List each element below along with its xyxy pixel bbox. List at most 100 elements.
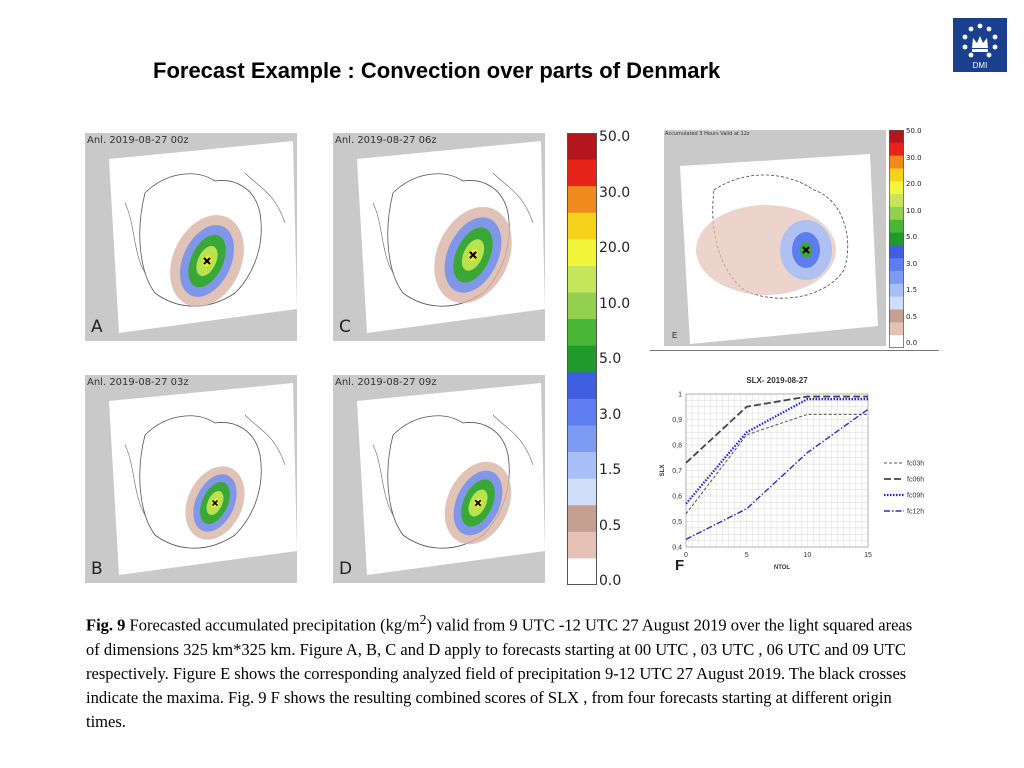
legend-label: fc09h (907, 493, 924, 500)
colorbar-swatch (889, 271, 904, 285)
colorbar-swatch (567, 372, 597, 400)
coastline (372, 444, 394, 516)
x-tick-label: 0 (684, 552, 688, 559)
colorbar-swatch (889, 322, 904, 336)
y-tick-label: 0,7 (672, 468, 682, 475)
crown-stars-icon: DMI (953, 18, 1007, 72)
colorbar-swatch (889, 309, 904, 323)
colorbar-swatch (567, 452, 597, 480)
map-panel-d: Anl. 2019-08-27 09z D (333, 375, 545, 583)
panel-e-title: Accumulated 3 Hours Valid at 12z (665, 131, 750, 137)
colorbar-swatch (889, 232, 904, 246)
colorbar-swatch (567, 292, 597, 320)
y-tick-label: 0,4 (672, 545, 682, 552)
y-axis-label: SLX (660, 465, 666, 477)
caption-text-1: Forecasted accumulated precipitation (kg… (125, 615, 420, 635)
coastline (139, 173, 262, 307)
legend-label: fc03h (907, 461, 924, 468)
colorbar-swatch (567, 478, 597, 506)
coastline (492, 172, 534, 224)
slx-chart-svg: SLX- 2019-08-270,40,50,60,70,80,910 5 10 15… (660, 376, 924, 571)
panel-e-colorbar: 50.0 30.0 20.0 10.0 5.0 3.0 1.5 0.5 0.0 (889, 127, 937, 349)
y-tick-label: 0,5 (672, 519, 682, 526)
colorbar-tick-label: 10.0 (599, 295, 631, 312)
colorbar-tick-label: 20.0 (906, 180, 922, 188)
colorbar-swatches (567, 133, 597, 586)
legend-label: fc12h (907, 509, 924, 516)
colorbar-tick-label: 0.5 (599, 517, 622, 534)
coastline (124, 444, 146, 516)
colorbar-swatch (889, 130, 904, 144)
maximum-cross-icon (474, 499, 482, 507)
colorbar-swatch (889, 168, 904, 182)
chart-title: SLX- 2019-08-27 (746, 376, 808, 385)
colorbar-tick-label: 0.0 (906, 339, 918, 347)
colorbar-swatch (567, 558, 597, 586)
colorbar-swatch (567, 133, 597, 161)
colorbar-swatch (889, 155, 904, 169)
y-tick-label: 0,8 (672, 443, 682, 450)
colorbar-swatch (889, 219, 904, 234)
y-tick-label: 0,9 (672, 417, 682, 424)
map-image (357, 383, 545, 575)
precip-blob (444, 461, 512, 545)
map-panel-a: Anl. 2019-08-27 00z A (85, 133, 297, 341)
series-line-fc12h (685, 408, 869, 540)
map-letter: D (339, 559, 353, 579)
colorbar-tick-label: 0.0 (599, 573, 622, 589)
colorbar-swatch (567, 425, 597, 453)
map-analysis-label: Anl. 2019-08-27 00z (87, 135, 189, 146)
colorbar-tick-label: 30.0 (906, 153, 922, 162)
colorbar-swatch (567, 212, 597, 240)
colorbar-tick-label: 50.0 (599, 129, 631, 145)
colorbar-swatches (889, 130, 904, 349)
colorbar-tick-label: 30.0 (599, 184, 631, 201)
x-tick-label: 5 (745, 552, 749, 559)
divider (650, 350, 939, 351)
colorbar-swatch (889, 296, 904, 311)
map-panel-e: Accumulated 3 Hours Valid at 12z E (664, 130, 886, 346)
series-line-fc03h (685, 413, 868, 515)
colorbar-swatch (889, 181, 904, 195)
colorbar-swatch (567, 398, 597, 426)
chart-letter: F (675, 557, 685, 574)
colorbar-tick-label: 3.0 (599, 406, 622, 423)
map-panel-c: Anl. 2019-08-27 06z C (333, 133, 545, 341)
maximum-cross-icon (469, 251, 477, 259)
coastline (124, 202, 146, 274)
map-letter: E (672, 331, 678, 340)
colorbar-tick-label: 50.0 (906, 127, 922, 135)
map-image (680, 154, 878, 344)
maximum-cross-icon (212, 500, 218, 506)
colorbar-tick-label: 1.5 (599, 462, 622, 478)
colorbar-swatch (567, 505, 597, 533)
map-image (109, 383, 297, 575)
series-line-fc09h (685, 398, 868, 505)
colorbar-tick-label: 20.0 (599, 240, 631, 256)
map-letter: C (339, 317, 351, 337)
colorbar-swatch (567, 265, 597, 294)
colorbar-swatch (889, 283, 904, 298)
colorbar-swatch (889, 206, 904, 221)
coastline (244, 414, 286, 466)
x-axis-label: NTOL (774, 565, 791, 571)
map-letter: B (91, 559, 103, 579)
coastline (372, 202, 394, 274)
colorbar-tick-label: 10.0 (906, 206, 922, 215)
figure-caption: Fig. 9 Forecasted accumulated precipitat… (86, 608, 926, 734)
colorbar-tick-label: 5.0 (599, 351, 622, 367)
map-analysis-label: Anl. 2019-08-27 06z (335, 135, 437, 146)
precip-blob (185, 466, 245, 540)
logo-text: DMI (973, 61, 988, 70)
y-tick-label: 1 (678, 392, 682, 399)
colorbar-tick-label: 0.5 (906, 312, 918, 321)
colorbar-swatch (567, 239, 597, 267)
colorbar-tick-label: 1.5 (906, 286, 918, 294)
caption-superscript: 2 (419, 612, 427, 627)
precip-blob (696, 205, 836, 295)
precip-blob (434, 206, 512, 304)
colorbar-swatch (889, 335, 904, 349)
colorbar-swatch (567, 319, 597, 347)
precipitation-colorbar: 50.0 30.0 20.0 10.0 5.0 3.0 1.5 0.5 0.0 (567, 129, 639, 589)
colorbar-tick-label: 3.0 (906, 259, 918, 268)
